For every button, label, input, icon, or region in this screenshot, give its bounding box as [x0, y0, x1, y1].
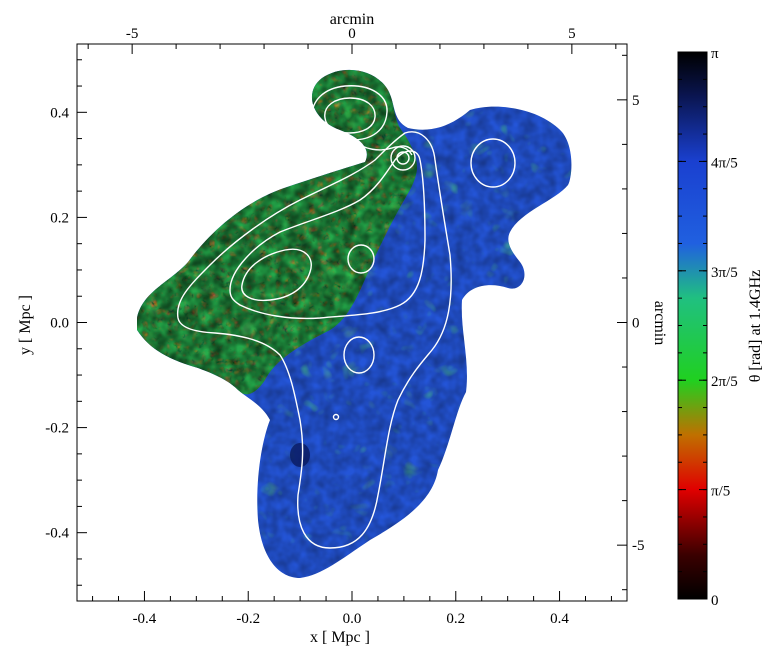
- x-tick-label: -0.2: [236, 611, 260, 627]
- axis-ticks: [77, 44, 627, 601]
- contour-circle-4: [390, 145, 416, 171]
- y-tick-label: 0.2: [50, 210, 69, 226]
- x-tick-label: 0.4: [550, 611, 569, 627]
- colorbar-tick-label: 3π/5: [711, 265, 738, 281]
- top-tick-label: 5: [568, 26, 576, 42]
- right-axis-title: arcmin: [651, 301, 668, 345]
- dark-spot: [290, 443, 310, 467]
- top-tick-label: 0: [348, 26, 356, 42]
- colorbar-tick-label: 4π/5: [711, 155, 738, 171]
- right-tick-label: 5: [632, 93, 640, 109]
- contour-circle-5: [396, 151, 410, 165]
- y-axis-title: y [ Mpc ]: [17, 295, 34, 355]
- contour-top-inner: [324, 97, 376, 134]
- contours: [176, 85, 516, 549]
- contour-bridge: [351, 139, 413, 156]
- y-tick-label: 0.0: [50, 316, 69, 332]
- right-tick-label: 0: [632, 316, 640, 332]
- contour-mid: [229, 150, 426, 320]
- contour-circle-1: [347, 244, 375, 274]
- contour-circle-2: [343, 336, 375, 374]
- colorbar-tick-label: π/5: [711, 484, 730, 500]
- colorbar: π 4π/5 3π/5 2π/5 π/5 0 θ [rad] at 1.4GHz: [677, 46, 764, 609]
- colorbar-tick-label: 2π/5: [711, 374, 738, 390]
- right-tick-label: -5: [632, 538, 645, 554]
- x-axis-title: x [ Mpc ]: [310, 629, 370, 646]
- top-axis-title: arcmin: [330, 11, 374, 28]
- colorbar-tick-labels: π 4π/5 3π/5 2π/5 π/5 0: [711, 46, 738, 609]
- contour-outer: [176, 131, 452, 549]
- contour-small: [332, 413, 340, 421]
- colorbar-tick-label: π: [711, 46, 719, 62]
- colorbar-tick-label: 0: [711, 593, 719, 609]
- x-tick-label: 0.0: [343, 611, 362, 627]
- colorbar-label: θ [rad] at 1.4GHz: [747, 270, 764, 383]
- contour-top-outer: [311, 85, 388, 141]
- y-tick-label: -0.2: [45, 421, 69, 437]
- colorbar-fill: [677, 51, 708, 600]
- y-tick-label: 0.4: [50, 105, 69, 121]
- top-tick-label: -5: [126, 26, 139, 42]
- colorbar-ticks: [678, 51, 707, 600]
- axis-tick-labels: -0.4 -0.2 0.0 0.2 0.4 -0.4 -0.2 0.0 0.2 0.4 -5 0 5 5 0…: [45, 26, 644, 627]
- x-tick-label: 0.2: [446, 611, 465, 627]
- x-tick-label: -0.4: [133, 611, 157, 627]
- y-tick-label: -0.4: [45, 526, 69, 542]
- contour-circle-3: [470, 138, 516, 188]
- contour-mid-2: [241, 248, 312, 302]
